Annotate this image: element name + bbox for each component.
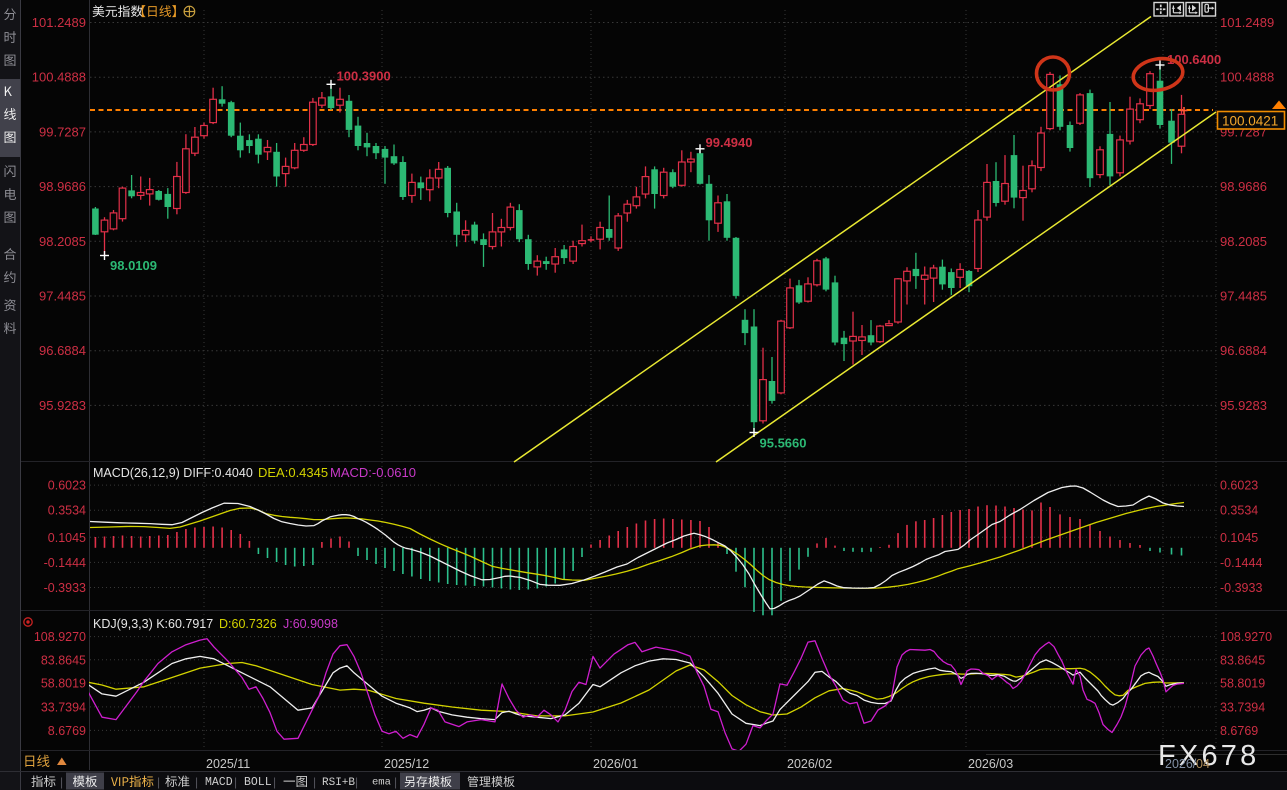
svg-text:KDJ(9,3,3) K:60.7917: KDJ(9,3,3) K:60.7917 [93,617,213,631]
svg-text:|: | [394,775,397,789]
svg-text:|: | [355,775,358,789]
svg-text:|: | [157,775,160,789]
svg-text:0.1045: 0.1045 [1220,531,1258,545]
svg-text:MACD:-0.0610: MACD:-0.0610 [330,465,416,480]
svg-text:98.0109: 98.0109 [110,258,157,273]
svg-text:2026/: 2026/ [1165,757,1197,771]
svg-text:|: | [234,775,237,789]
svg-text:98.9686: 98.9686 [1220,179,1267,194]
svg-text:MACD(26,12,9) DIFF:0.4040: MACD(26,12,9) DIFF:0.4040 [93,466,253,480]
svg-text:0.1045: 0.1045 [48,531,86,545]
svg-text:8.6769: 8.6769 [1220,724,1258,738]
svg-text:95.9283: 95.9283 [39,398,86,413]
svg-text:|: | [273,775,276,789]
svg-text:58.8019: 58.8019 [1220,677,1265,691]
svg-text:99.4940: 99.4940 [706,135,753,150]
svg-text:2026/02: 2026/02 [787,757,832,771]
svg-text:100.0421: 100.0421 [1222,114,1278,129]
svg-text:MACD: MACD [205,776,233,789]
svg-text:FX678: FX678 [1158,740,1259,772]
svg-text:|: | [60,775,63,789]
svg-text:04: 04 [1196,757,1210,771]
svg-text:2025/11: 2025/11 [206,757,250,771]
svg-text:83.8645: 83.8645 [41,653,86,667]
svg-text:98.2085: 98.2085 [39,234,86,249]
svg-text:-0.1444: -0.1444 [44,556,86,570]
svg-text:0.3534: 0.3534 [1220,504,1258,518]
svg-text:97.4485: 97.4485 [1220,289,1267,304]
svg-text:BOLL: BOLL [244,776,272,789]
svg-text:100.3900: 100.3900 [337,69,391,84]
svg-text:-0.3933: -0.3933 [44,581,86,595]
svg-text:33.7394: 33.7394 [41,700,86,714]
svg-text:33.7394: 33.7394 [1220,700,1265,714]
svg-text:-0.3933: -0.3933 [1220,581,1262,595]
svg-text:0.6023: 0.6023 [48,479,86,493]
svg-text:101.2489: 101.2489 [32,15,86,30]
svg-text:108.9270: 108.9270 [34,630,86,644]
svg-text:RSI+B: RSI+B [322,777,355,789]
svg-text:8.6769: 8.6769 [48,724,86,738]
svg-text:95.9283: 95.9283 [1220,398,1267,413]
svg-text:0.6023: 0.6023 [1220,479,1258,493]
svg-text:98.9686: 98.9686 [39,179,86,194]
svg-text:98.2085: 98.2085 [1220,234,1267,249]
svg-text:58.8019: 58.8019 [41,677,86,691]
svg-text:101.2489: 101.2489 [1220,15,1274,30]
svg-text:J:60.9098: J:60.9098 [283,617,338,631]
svg-text:100.4888: 100.4888 [1220,70,1274,85]
svg-text:83.8645: 83.8645 [1220,653,1265,667]
svg-text:96.6884: 96.6884 [39,343,86,358]
svg-text:D:60.7326: D:60.7326 [219,617,277,631]
svg-text:|: | [313,775,316,789]
svg-text:|: | [195,775,198,789]
svg-text:96.6884: 96.6884 [1220,343,1267,358]
svg-text:2026/01: 2026/01 [593,757,638,771]
svg-text:2026/03: 2026/03 [968,757,1013,771]
svg-text:2025/12: 2025/12 [384,757,429,771]
svg-text:100.4888: 100.4888 [32,70,86,85]
svg-text:DEA:0.4345: DEA:0.4345 [258,465,328,480]
svg-text:95.5660: 95.5660 [760,436,807,451]
svg-text:97.4485: 97.4485 [39,289,86,304]
svg-text:ema: ema [372,777,391,789]
svg-text:108.9270: 108.9270 [1220,630,1272,644]
svg-text:-0.1444: -0.1444 [1220,556,1262,570]
svg-text:0.3534: 0.3534 [48,504,86,518]
svg-text:99.7287: 99.7287 [39,124,86,139]
